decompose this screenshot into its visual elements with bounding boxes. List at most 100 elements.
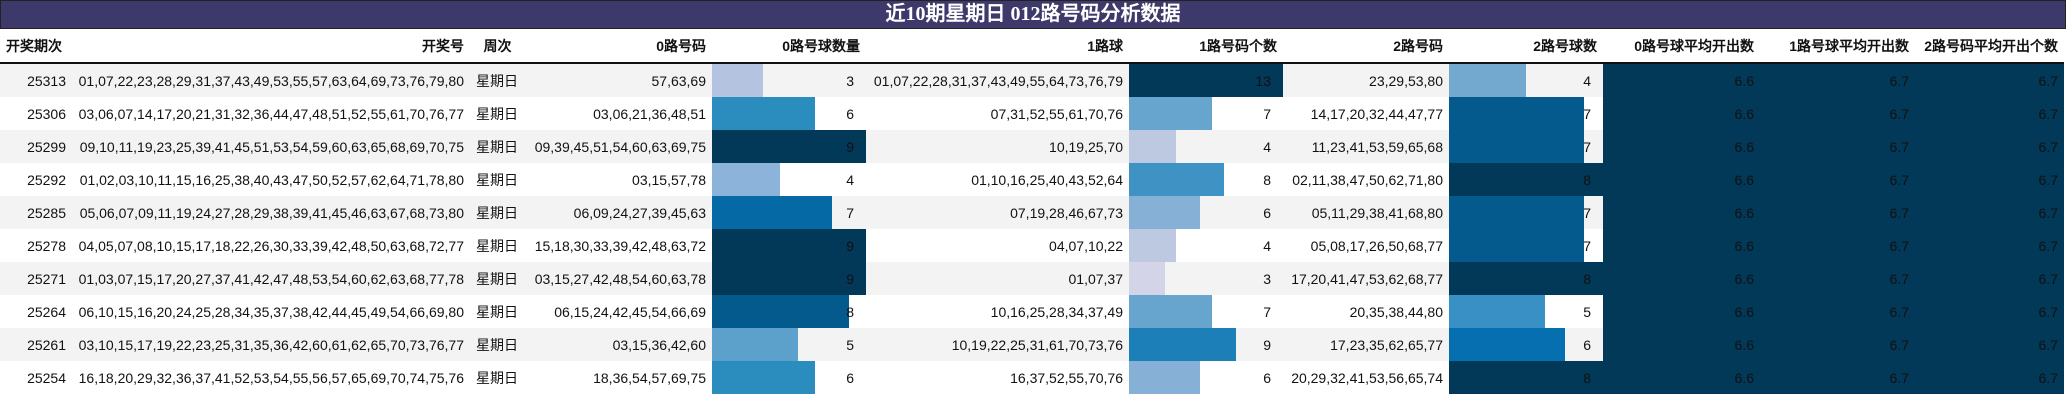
route0-count-bar [712, 361, 815, 394]
weekday-cell: 星期日 [470, 262, 525, 295]
route0-avg-cell: 6.6 [1603, 262, 1760, 295]
col-header-route0-count[interactable]: 0路号球数量 [712, 29, 866, 64]
table-row: 25292 01,02,03,10,11,15,16,25,38,40,43,4… [0, 163, 2064, 196]
route2-avg-cell: 6.7 [1915, 97, 2064, 130]
route0-count-value: 9 [846, 270, 854, 287]
table-row: 25254 16,18,20,29,32,36,37,41,52,53,54,5… [0, 361, 2064, 394]
route0-count-bar [712, 130, 866, 163]
route1-count-bar [1129, 196, 1201, 229]
route1-count-bar [1129, 130, 1177, 163]
route1-numbers-cell: 04,07,10,22 [866, 229, 1129, 262]
col-header-route0-numbers[interactable]: 0路号码 [525, 29, 712, 64]
route0-count-bar [712, 64, 764, 97]
col-header-period[interactable]: 开奖期次 [0, 29, 72, 64]
period-cell: 25278 [0, 229, 72, 262]
route0-count-value: 4 [846, 171, 854, 188]
route1-avg-cell: 6.7 [1760, 163, 1915, 196]
route1-numbers-cell: 10,19,25,70 [866, 130, 1129, 163]
route1-count-cell: 8 [1129, 163, 1283, 196]
route0-avg-cell: 6.6 [1603, 328, 1760, 361]
numbers-cell: 01,07,22,23,28,29,31,37,43,49,53,55,57,6… [72, 63, 470, 97]
weekday-cell: 星期日 [470, 229, 525, 262]
route0-count-value: 8 [846, 303, 854, 320]
numbers-cell: 04,05,07,08,10,15,17,18,22,26,30,33,39,4… [72, 229, 470, 262]
route1-count-cell: 6 [1129, 196, 1283, 229]
weekday-cell: 星期日 [470, 361, 525, 394]
route2-count-cell: 4 [1449, 63, 1603, 97]
route2-avg-cell: 6.7 [1915, 361, 2064, 394]
period-cell: 25261 [0, 328, 72, 361]
route2-count-bar [1449, 97, 1584, 130]
route2-count-bar [1449, 361, 1603, 394]
col-header-route1-avg[interactable]: 1路号球平均开出数 [1760, 29, 1915, 64]
table-row: 25299 09,10,11,19,23,25,39,41,45,51,53,5… [0, 130, 2064, 163]
route1-count-bar [1129, 163, 1224, 196]
route2-count-cell: 7 [1449, 229, 1603, 262]
route2-avg-cell: 6.7 [1915, 196, 2064, 229]
route1-avg-cell: 6.7 [1760, 196, 1915, 229]
route0-numbers-cell: 15,18,30,33,39,42,48,63,72 [525, 229, 712, 262]
route0-count-value: 7 [846, 204, 854, 221]
col-header-route2-avg[interactable]: 2路号码平均开出个数 [1915, 29, 2064, 64]
col-header-route0-avg[interactable]: 0路号球平均开出数 [1603, 29, 1760, 64]
route1-count-cell: 3 [1129, 262, 1283, 295]
route0-count-cell: 9 [712, 262, 866, 295]
col-header-route1-numbers[interactable]: 1路球 [866, 29, 1129, 64]
numbers-cell: 03,06,07,14,17,20,21,31,32,36,44,47,48,5… [72, 97, 470, 130]
route2-count-bar [1449, 295, 1546, 328]
route0-avg-cell: 6.6 [1603, 63, 1760, 97]
route2-numbers-cell: 14,17,20,32,44,47,77 [1283, 97, 1449, 130]
route1-count-cell: 13 [1129, 63, 1283, 97]
route1-count-value: 7 [1263, 303, 1271, 320]
route1-numbers-cell: 01,07,37 [866, 262, 1129, 295]
col-header-route2-numbers[interactable]: 2路号码 [1283, 29, 1449, 64]
route1-avg-cell: 6.7 [1760, 97, 1915, 130]
route0-count-bar [712, 163, 781, 196]
route0-count-value: 9 [846, 138, 854, 155]
route2-count-cell: 8 [1449, 361, 1603, 394]
route0-count-cell: 6 [712, 97, 866, 130]
route0-numbers-cell: 06,09,24,27,39,45,63 [525, 196, 712, 229]
period-cell: 25299 [0, 130, 72, 163]
period-cell: 25292 [0, 163, 72, 196]
route1-count-cell: 4 [1129, 130, 1283, 163]
route1-count-value: 3 [1263, 270, 1271, 287]
route0-count-bar [712, 196, 832, 229]
route1-count-value: 4 [1263, 138, 1271, 155]
route0-avg-cell: 6.6 [1603, 163, 1760, 196]
route1-count-value: 9 [1263, 336, 1271, 353]
route0-numbers-cell: 57,63,69 [525, 63, 712, 97]
numbers-cell: 06,10,15,16,20,24,25,28,34,35,37,38,42,4… [72, 295, 470, 328]
route2-numbers-cell: 17,23,35,62,65,77 [1283, 328, 1449, 361]
route2-numbers-cell: 02,11,38,47,50,62,71,80 [1283, 163, 1449, 196]
weekday-cell: 星期日 [470, 163, 525, 196]
route1-avg-cell: 6.7 [1760, 130, 1915, 163]
table-row: 25285 05,06,07,09,11,19,24,27,28,29,38,3… [0, 196, 2064, 229]
numbers-cell: 09,10,11,19,23,25,39,41,45,51,53,54,59,6… [72, 130, 470, 163]
route2-numbers-cell: 17,20,41,47,53,62,68,77 [1283, 262, 1449, 295]
route0-numbers-cell: 03,15,57,78 [525, 163, 712, 196]
route1-count-bar [1129, 64, 1283, 97]
route1-avg-cell: 6.7 [1760, 262, 1915, 295]
route0-count-cell: 9 [712, 229, 866, 262]
table-row: 25271 01,03,07,15,17,20,27,37,41,42,47,4… [0, 262, 2064, 295]
route2-count-bar [1449, 64, 1526, 97]
col-header-numbers[interactable]: 开奖号 [72, 29, 470, 64]
route1-numbers-cell: 01,10,16,25,40,43,52,64 [866, 163, 1129, 196]
col-header-weekday[interactable]: 周次 [470, 29, 525, 64]
route0-count-cell: 8 [712, 295, 866, 328]
table-row: 25278 04,05,07,08,10,15,17,18,22,26,30,3… [0, 229, 2064, 262]
route2-numbers-cell: 20,35,38,44,80 [1283, 295, 1449, 328]
route1-avg-cell: 6.7 [1760, 328, 1915, 361]
route0-count-value: 6 [846, 105, 854, 122]
col-header-route2-count[interactable]: 2路号球数 [1449, 29, 1603, 64]
table-row: 25313 01,07,22,23,28,29,31,37,43,49,53,5… [0, 63, 2064, 97]
route2-count-bar [1449, 163, 1603, 196]
route0-count-cell: 5 [712, 328, 866, 361]
route2-count-value: 7 [1583, 237, 1591, 254]
col-header-route1-count[interactable]: 1路号码个数 [1129, 29, 1283, 64]
route0-numbers-cell: 18,36,54,57,69,75 [525, 361, 712, 394]
route2-numbers-cell: 23,29,53,80 [1283, 63, 1449, 97]
route2-avg-cell: 6.7 [1915, 229, 2064, 262]
route1-count-bar [1129, 295, 1212, 328]
